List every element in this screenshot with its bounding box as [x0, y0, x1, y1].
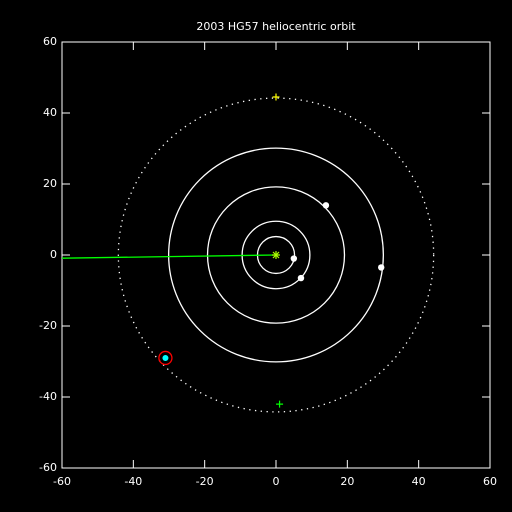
- planet: [322, 202, 330, 209]
- x-tick-label: 0: [273, 475, 280, 488]
- planet: [290, 255, 298, 262]
- sun-stroke: [272, 251, 280, 259]
- object: [162, 354, 169, 361]
- x-tick-label: 20: [340, 475, 354, 488]
- sight-line: [61, 254, 277, 259]
- sun: [272, 251, 280, 259]
- x-tick-label: 40: [412, 475, 426, 488]
- x-tick-label: 60: [483, 475, 497, 488]
- y-tick-label: 20: [43, 177, 57, 190]
- x-tick-label: -40: [124, 475, 142, 488]
- orbit: [167, 147, 385, 363]
- plus-marker: [272, 93, 280, 101]
- y-tick-label: -20: [39, 319, 57, 332]
- orbit: [206, 186, 346, 324]
- dotted-orbit: [117, 97, 435, 413]
- x-tick-label: -20: [196, 475, 214, 488]
- y-tick-label: 40: [43, 106, 57, 119]
- x-tick-label: -60: [53, 475, 71, 488]
- y-tick-label: 0: [50, 248, 57, 261]
- y-tick-label: -60: [39, 461, 57, 474]
- y-tick-label: 60: [43, 35, 57, 48]
- chart-title: 2003 HG57 heliocentric orbit: [196, 20, 356, 33]
- planet: [297, 274, 305, 282]
- y-tick-label: -40: [39, 390, 57, 403]
- planet: [378, 264, 385, 271]
- plus-marker: [276, 400, 284, 408]
- object-ring: [158, 350, 173, 366]
